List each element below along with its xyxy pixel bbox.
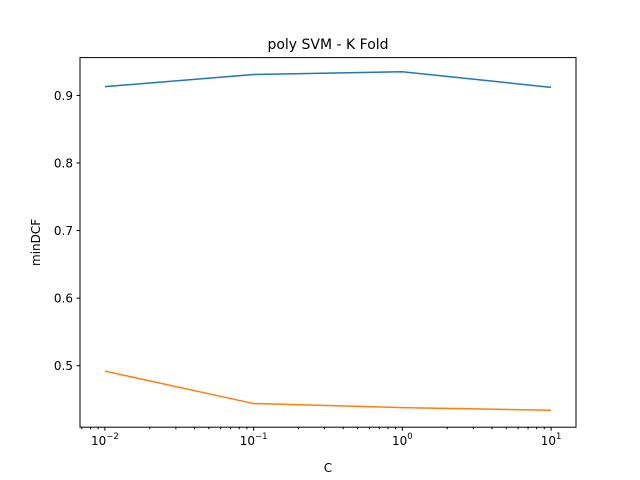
x-tick-label: 100 xyxy=(392,432,413,448)
y-tick-label: 0.6 xyxy=(54,292,73,306)
x-tick-label: 10−1 xyxy=(240,432,268,448)
series-line-1 xyxy=(104,71,552,89)
chart-title: poly SVM - K Fold xyxy=(267,37,388,53)
y-tick-label: 0.9 xyxy=(54,89,73,103)
axis-ticks: 0.5 0.6 0.7 0.8 0.9 10−2 10−1 100 101 xyxy=(54,89,562,448)
y-tick-label: 0.8 xyxy=(54,157,73,171)
x-tick-label: 10−2 xyxy=(91,432,119,448)
y-tick-label: 0.5 xyxy=(54,359,73,373)
series-group xyxy=(104,71,552,412)
y-axis-label: minDCF xyxy=(29,219,43,266)
plot-frame xyxy=(79,57,577,428)
plot-area xyxy=(80,57,576,428)
series-line-2 xyxy=(104,370,552,412)
x-tick-label: 101 xyxy=(541,432,562,448)
y-tick-label: 0.7 xyxy=(54,224,73,238)
x-axis-label: C xyxy=(324,461,332,475)
